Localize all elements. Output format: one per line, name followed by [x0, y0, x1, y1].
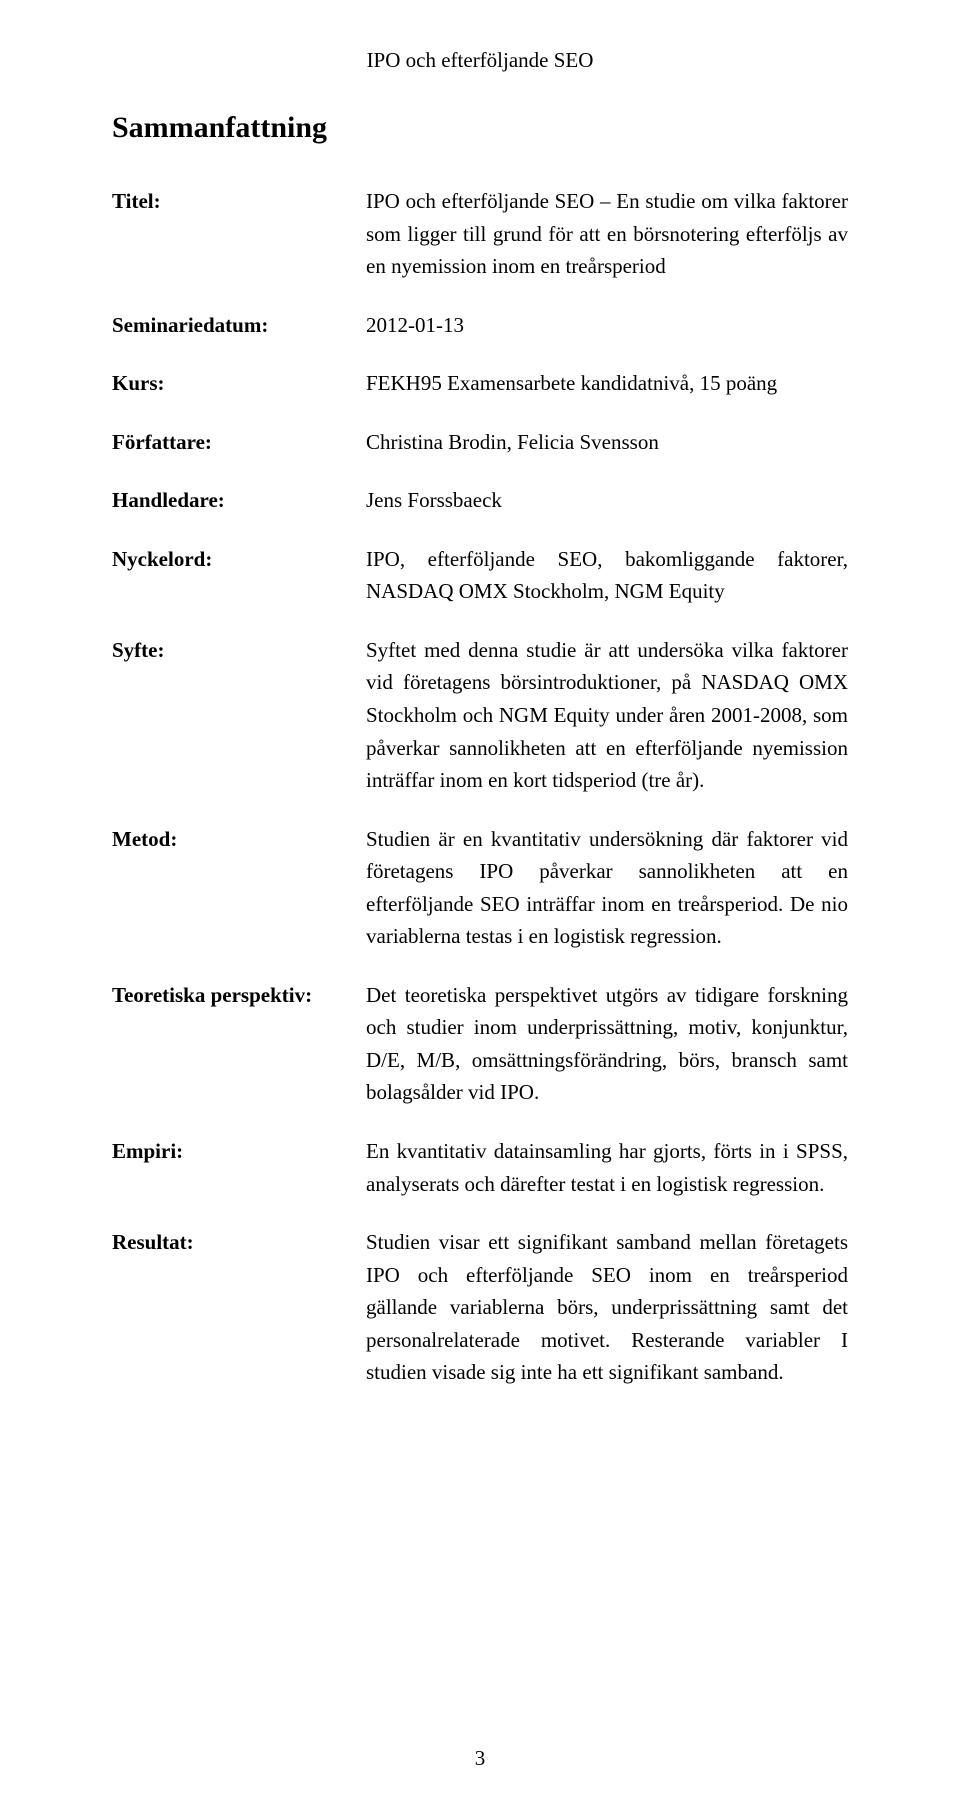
- document-page: IPO och efterföljande SEO Sammanfattning…: [0, 0, 960, 1797]
- definition-value: Syftet med denna studie är att undersöka…: [366, 634, 848, 797]
- definition-label: Nyckelord:: [112, 543, 366, 608]
- definition-label: Titel:: [112, 185, 366, 283]
- definition-row: Seminariedatum:2012-01-13: [112, 309, 848, 342]
- definition-row: Handledare:Jens Forssbaeck: [112, 484, 848, 517]
- definition-label: Metod:: [112, 823, 366, 953]
- definition-value: En kvantitativ datainsamling har gjorts,…: [366, 1135, 848, 1200]
- definition-value: Studien är en kvantitativ undersökning d…: [366, 823, 848, 953]
- definition-label: Författare:: [112, 426, 366, 459]
- definition-value: Jens Forssbaeck: [366, 484, 848, 517]
- definition-value: Det teoretiska perspektivet utgörs av ti…: [366, 979, 848, 1109]
- page-title: Sammanfattning: [112, 111, 848, 145]
- definition-row: Kurs:FEKH95 Examensarbete kandidatnivå, …: [112, 367, 848, 400]
- definition-value: Studien visar ett signifikant samband me…: [366, 1226, 848, 1389]
- definition-label: Seminariedatum:: [112, 309, 366, 342]
- definition-row: Författare:Christina Brodin, Felicia Sve…: [112, 426, 848, 459]
- definition-row: Resultat:Studien visar ett signifikant s…: [112, 1226, 848, 1389]
- definition-value: IPO och efterföljande SEO – En studie om…: [366, 185, 848, 283]
- definition-row: Metod:Studien är en kvantitativ undersök…: [112, 823, 848, 953]
- definition-label: Empiri:: [112, 1135, 366, 1200]
- definition-row: Syfte:Syftet med denna studie är att und…: [112, 634, 848, 797]
- page-number: 3: [0, 1746, 960, 1771]
- definition-value: Christina Brodin, Felicia Svensson: [366, 426, 848, 459]
- definition-value: 2012-01-13: [366, 309, 848, 342]
- definition-label: Kurs:: [112, 367, 366, 400]
- definition-value: FEKH95 Examensarbete kandidatnivå, 15 po…: [366, 367, 848, 400]
- page-header: IPO och efterföljande SEO: [112, 48, 848, 73]
- definition-label: Teoretiska perspektiv:: [112, 979, 366, 1109]
- definition-row: Titel:IPO och efterföljande SEO – En stu…: [112, 185, 848, 283]
- definition-label: Syfte:: [112, 634, 366, 797]
- definition-row: Empiri:En kvantitativ datainsamling har …: [112, 1135, 848, 1200]
- definition-row: Teoretiska perspektiv:Det teoretiska per…: [112, 979, 848, 1109]
- definition-row: Nyckelord:IPO, efterföljande SEO, bakoml…: [112, 543, 848, 608]
- definition-label: Resultat:: [112, 1226, 366, 1389]
- definition-value: IPO, efterföljande SEO, bakomliggande fa…: [366, 543, 848, 608]
- definition-label: Handledare:: [112, 484, 366, 517]
- definition-list: Titel:IPO och efterföljande SEO – En stu…: [112, 185, 848, 1389]
